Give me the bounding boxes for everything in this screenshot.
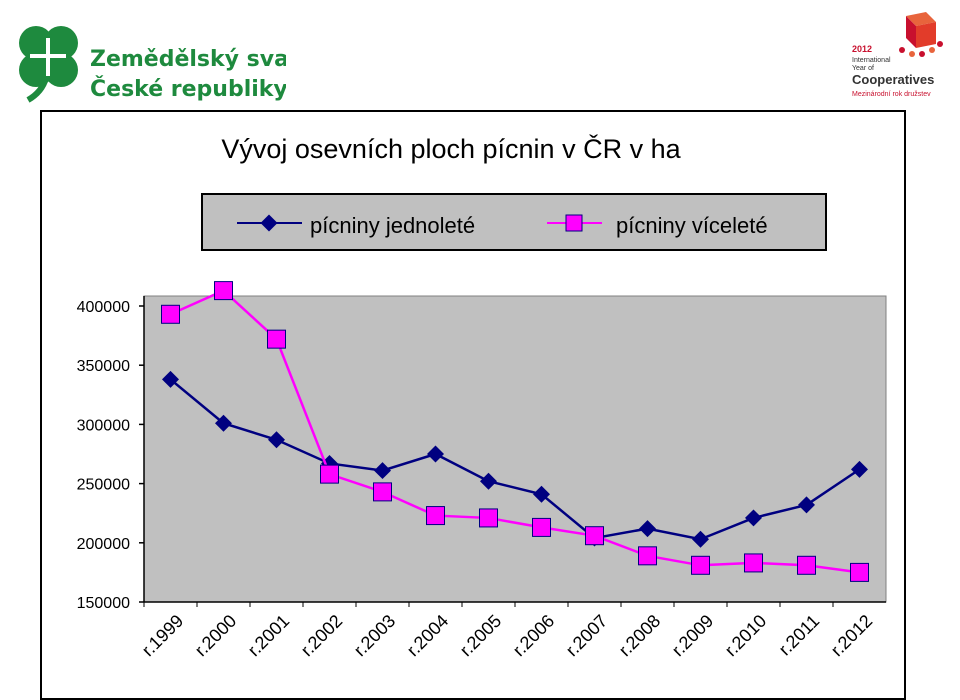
plot-area — [143, 295, 887, 603]
series-2-point — [161, 304, 180, 324]
cube-people-icon — [899, 12, 943, 57]
series-1-point — [851, 460, 868, 478]
logo-line-3: Cooperatives — [852, 72, 934, 87]
legend-label-series-2: pícniny víceleté — [616, 213, 768, 238]
x-tick-label: r.2005 — [456, 611, 506, 661]
series-1-point — [427, 445, 444, 463]
y-tick-label: 150000 — [77, 595, 130, 612]
x-tick-label: r.2006 — [509, 611, 559, 661]
logo-line-2: České republiky — [90, 76, 286, 102]
x-tick-label: r.2001 — [244, 611, 294, 661]
series-2-point — [479, 508, 498, 528]
series-1-point — [745, 509, 762, 527]
clover-icon — [19, 26, 78, 103]
y-tick-label: 350000 — [77, 358, 130, 375]
x-tick-label: r.2003 — [350, 611, 400, 661]
logo-year: 2012 — [852, 44, 872, 54]
series-layer — [161, 281, 869, 582]
legend-marker-square-icon — [565, 214, 583, 232]
x-tick-label: r.1999 — [138, 611, 188, 661]
series-1-point — [692, 530, 709, 548]
series-1-point — [480, 472, 497, 490]
series-2-point — [532, 517, 551, 537]
series-1-point — [374, 462, 391, 480]
logo-line-2: Year of — [852, 65, 874, 72]
y-tick-label: 200000 — [77, 536, 130, 553]
zemedelsky-svaz-logo: Zemědělský svaz České republiky — [6, 18, 302, 104]
x-tick-label: r.2002 — [297, 611, 347, 661]
x-tick-label: r.2009 — [668, 611, 718, 661]
chart-title: Vývoj osevních ploch pícnin v ČR v ha — [221, 133, 681, 164]
chart-frame: Vývoj osevních ploch pícnin v ČR v ha pí… — [40, 110, 906, 700]
series-2-point — [585, 526, 604, 546]
series-1-point — [639, 520, 656, 538]
series-2-point — [214, 281, 233, 301]
series-1-point — [533, 485, 550, 503]
series-2-point — [426, 506, 445, 526]
x-tick-label: r.2000 — [191, 611, 241, 661]
series-1-line — [169, 378, 861, 541]
series-2-point — [267, 329, 286, 349]
series-2-point — [850, 562, 869, 582]
series-1-point — [215, 414, 232, 432]
logo-line-1: Zemědělský svaz — [90, 47, 286, 72]
y-axis-ticks: 150000 200000 250000 300000 350000 400000 — [77, 299, 144, 612]
series-1-point — [798, 496, 815, 514]
x-tick-label: r.2008 — [615, 611, 665, 661]
logo-line-1: International — [852, 57, 891, 64]
x-tick-label: r.2011 — [775, 611, 824, 660]
x-tick-label: r.2010 — [721, 611, 771, 661]
x-tick-label: r.2004 — [403, 611, 453, 661]
y-tick-label: 250000 — [77, 477, 130, 494]
logo-line-4: Mezinárodní rok družstev — [852, 91, 931, 98]
x-tick-label: r.2007 — [562, 611, 612, 661]
cooperatives-2012-logo: 2012 International Year of Cooperatives … — [848, 10, 948, 102]
series-1 — [162, 370, 868, 548]
legend-label-series-1: pícniny jednoleté — [310, 213, 475, 238]
line-chart: Vývoj osevních ploch pícnin v ČR v ha pí… — [77, 133, 887, 661]
series-2-point — [744, 553, 763, 573]
series-1-point — [268, 431, 285, 449]
x-tick-label: r.2012 — [827, 611, 877, 661]
series-2-point — [691, 555, 710, 575]
x-axis-ticks: r.1999 r.2000 r.2001 r.2002 r.2003 r.2004 r.20… — [138, 602, 877, 661]
series-2-point — [797, 555, 816, 575]
y-tick-label: 300000 — [77, 417, 130, 434]
y-tick-label: 400000 — [77, 299, 130, 316]
series-2-point — [373, 482, 392, 502]
series-2-point — [320, 464, 339, 484]
series-2 — [161, 281, 869, 582]
legend: pícniny jednoleté pícniny víceleté — [201, 193, 827, 251]
series-2-point — [638, 546, 657, 566]
